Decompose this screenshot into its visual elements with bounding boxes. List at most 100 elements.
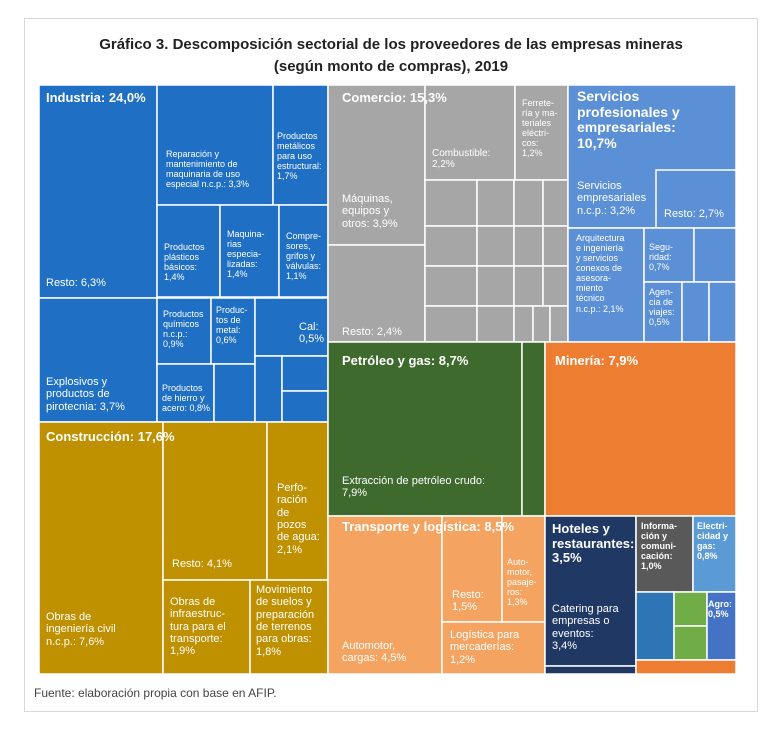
rect-servicios-seguridad bbox=[643, 227, 695, 283]
rect-comercio-cell-4 bbox=[424, 225, 478, 267]
label-comercio-maquinas: Máquinas, equipos y otros: 3,9% bbox=[342, 193, 398, 230]
chart-source: Fuente: elaboración propia con base en A… bbox=[34, 686, 277, 700]
rect-transporte-logistica bbox=[441, 621, 546, 675]
rect-industria-plasticos bbox=[156, 204, 221, 298]
rect-industria-small-c bbox=[281, 355, 329, 392]
label-industria-quimicos: Productos químicos n.c.p.: 0,9% bbox=[163, 309, 204, 350]
rect-comercio-cell-13 bbox=[476, 305, 515, 343]
rect-comercio-cell-7 bbox=[542, 225, 569, 267]
rect-transporte-resto bbox=[441, 515, 503, 623]
label-comercio: Comercio: 15,3% bbox=[342, 90, 447, 105]
rect-comercio-cell-6 bbox=[513, 225, 544, 267]
chart-subtitle: (según monto de compras), 2019 bbox=[273, 58, 509, 75]
label-industria-compresores: Compre- sores, grifos y válvulas: 1,1% bbox=[286, 231, 322, 282]
rect-comercio-cell-15 bbox=[532, 305, 551, 343]
rect-transporte-pasajeros bbox=[501, 515, 546, 623]
label-servicios: Servicios profesionales y empresariales:… bbox=[577, 88, 680, 152]
rect-industria-metalicos bbox=[272, 84, 329, 206]
label-hoteles: Hoteles y restaurantes: 3,5% bbox=[552, 521, 635, 566]
label-industria-reparacion: Reparación y mantenimiento de maquinaria… bbox=[166, 149, 250, 190]
rect-servicios-small-a bbox=[693, 227, 737, 283]
label-comercio-ferreteria: Ferrete- ría y ma- teriales eléctri- cos… bbox=[522, 98, 558, 159]
label-construccion-perforacion: Perfo- ración de pozos de agua: 2,1% bbox=[277, 482, 320, 556]
rect-comercio-maquinas bbox=[327, 84, 426, 246]
label-industria-explosivos: Explosivos y productos de pirotecnia: 3,… bbox=[46, 376, 125, 413]
label-transporte: Transporte y logística: 8,5% bbox=[342, 519, 514, 534]
label-servicios-seguridad: Segu- ridad: 0,7% bbox=[649, 242, 674, 273]
rect-hoteles-resto bbox=[544, 665, 637, 675]
label-industria: Industria: 24,0% bbox=[46, 90, 146, 105]
rect-comercio-cell-12 bbox=[424, 305, 478, 343]
label-petroleo: Petróleo y gas: 8,7% bbox=[342, 353, 469, 368]
rect-transporte-automotor bbox=[327, 515, 443, 675]
rect-informacion bbox=[635, 515, 694, 593]
rect-servicios-agencia bbox=[643, 281, 683, 343]
rect-comercio-combustible bbox=[424, 84, 516, 181]
chart-title: Gráfico 3. Descomposición sectorial de l… bbox=[99, 36, 683, 53]
rect-industria-small-b bbox=[254, 355, 283, 423]
label-servicios-arquitectura: Arquitectura e ingeniería y servicios co… bbox=[576, 233, 625, 314]
rect-construccion-infraestructura bbox=[162, 579, 251, 675]
label-construccion: Construcción: 17,6% bbox=[46, 429, 175, 444]
label-industria-resto: Resto: 6,3% bbox=[46, 277, 106, 289]
rect-industria-reparacion bbox=[156, 84, 274, 206]
label-construccion-obras: Obras de ingeniería civil n.c.p.: 7,6% bbox=[46, 611, 116, 648]
label-industria-metal: Produc- tos de metal: 0,6% bbox=[216, 305, 248, 346]
rect-otros-verde-a bbox=[673, 591, 708, 627]
label-servicios-agencia: Agen- cia de viajes: 0,5% bbox=[649, 287, 675, 328]
rect-construccion-resto bbox=[162, 421, 268, 581]
label-construccion-infraestructura: Obras de infraestruc- tura para el trans… bbox=[170, 596, 226, 658]
rect-servicios-arquitectura bbox=[567, 227, 645, 343]
label-servicios-empresariales: Servicios empresariales n.c.p.: 3,2% bbox=[577, 180, 647, 217]
rect-otros-verde-b bbox=[673, 625, 708, 661]
label-comercio-resto: Resto: 2,4% bbox=[342, 326, 402, 338]
label-construccion-movimiento: Movimiento de suelos y preparación de te… bbox=[256, 584, 315, 658]
rect-comercio-cell-11 bbox=[542, 265, 569, 307]
rect-electricidad bbox=[692, 515, 737, 593]
label-electricidad: Electri- cidad y gas: 0,8% bbox=[697, 521, 729, 562]
rect-industria-quimicos bbox=[156, 297, 212, 365]
rect-comercio-cell-3 bbox=[542, 179, 569, 227]
rect-comercio-cell-14 bbox=[513, 305, 534, 343]
rect-comercio-cell-9 bbox=[476, 265, 515, 307]
label-servicios-resto: Resto: 2,7% bbox=[664, 208, 724, 220]
rect-petroleo-extraccion bbox=[327, 341, 523, 517]
label-industria-maquinarias: Maquina- rias especia- lizadas: 1,4% bbox=[227, 229, 265, 280]
rect-construccion-perforacion bbox=[266, 421, 329, 581]
label-comercio-combustible: Combustible: 2,2% bbox=[432, 148, 491, 171]
rect-servicios-small-c bbox=[708, 281, 737, 343]
rect-comercio-cell-10 bbox=[513, 265, 544, 307]
rect-industria-resto bbox=[38, 84, 158, 299]
label-industria-hierro: Productos de hierro y acero: 0,8% bbox=[162, 383, 211, 414]
rect-comercio-cell-1 bbox=[476, 179, 515, 227]
rect-comercio-cell-8 bbox=[424, 265, 478, 307]
rect-otros-teal bbox=[635, 591, 675, 661]
rect-otros-naranja bbox=[635, 659, 737, 675]
label-transporte-pasajeros: Auto- motor, pasaje- ros: 1,3% bbox=[507, 557, 537, 608]
rect-construccion-obras bbox=[38, 421, 164, 675]
rect-comercio-cell-2 bbox=[513, 179, 544, 227]
label-industria-cal: Cal: 0,5% bbox=[299, 321, 325, 346]
label-petroleo-extraccion: Extracción de petróleo crudo: 7,9% bbox=[342, 475, 486, 500]
chart-title-block: Gráfico 3. Descomposición sectorial de l… bbox=[24, 34, 758, 78]
rect-comercio-cell-16 bbox=[549, 305, 569, 343]
rect-industria-small-a bbox=[213, 363, 256, 423]
rect-servicios-small-b bbox=[681, 281, 710, 343]
label-construccion-resto: Resto: 4,1% bbox=[172, 558, 232, 570]
label-agro: Agro: 0,5% bbox=[708, 599, 732, 620]
label-informacion: Informa- ción y comuni- cación: 1,0% bbox=[641, 521, 677, 572]
label-hoteles-catering: Catering para empresas o eventos: 3,4% bbox=[552, 603, 619, 652]
rect-hoteles-catering bbox=[544, 515, 637, 667]
label-transporte-logistica: Logística para mercaderías: 1,2% bbox=[450, 629, 520, 666]
rect-industria-compresores bbox=[278, 204, 329, 298]
label-transporte-automotor: Automotor, cargas: 4,5% bbox=[342, 640, 407, 665]
rect-comercio-cell-0 bbox=[424, 179, 478, 227]
label-industria-plasticos: Productos plásticos básicos: 1,4% bbox=[164, 242, 205, 283]
rect-industria-hierro bbox=[156, 363, 215, 423]
rect-comercio-cell-5 bbox=[476, 225, 515, 267]
rect-mineria bbox=[544, 341, 737, 517]
label-mineria: Minería: 7,9% bbox=[555, 353, 639, 368]
label-industria-metalicos: Productos metálicos para uso estructural… bbox=[277, 131, 322, 182]
rect-industria-small-d bbox=[281, 390, 329, 423]
